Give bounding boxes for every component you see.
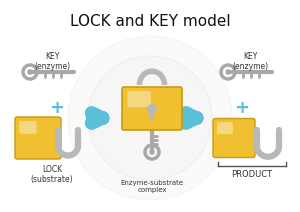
- Circle shape: [68, 36, 232, 200]
- FancyBboxPatch shape: [122, 87, 182, 130]
- Text: LOCK and KEY model: LOCK and KEY model: [70, 14, 230, 29]
- FancyBboxPatch shape: [128, 91, 151, 107]
- FancyBboxPatch shape: [15, 117, 61, 159]
- FancyBboxPatch shape: [20, 121, 37, 134]
- Text: KEY
(enzyme): KEY (enzyme): [34, 52, 70, 71]
- Text: +: +: [235, 99, 250, 117]
- Text: KEY
(enzyme): KEY (enzyme): [232, 52, 268, 71]
- Text: Enzyme-substrate
complex: Enzyme-substrate complex: [120, 180, 184, 193]
- FancyBboxPatch shape: [217, 122, 233, 134]
- Bar: [150, 109, 154, 119]
- Text: LOCK
(substrate): LOCK (substrate): [31, 165, 73, 184]
- Circle shape: [149, 149, 155, 155]
- Circle shape: [225, 69, 231, 75]
- FancyBboxPatch shape: [213, 119, 255, 158]
- Circle shape: [88, 56, 212, 180]
- Text: +: +: [50, 99, 64, 117]
- Text: PRODUCT: PRODUCT: [231, 170, 273, 179]
- Circle shape: [147, 104, 157, 114]
- Circle shape: [27, 69, 33, 75]
